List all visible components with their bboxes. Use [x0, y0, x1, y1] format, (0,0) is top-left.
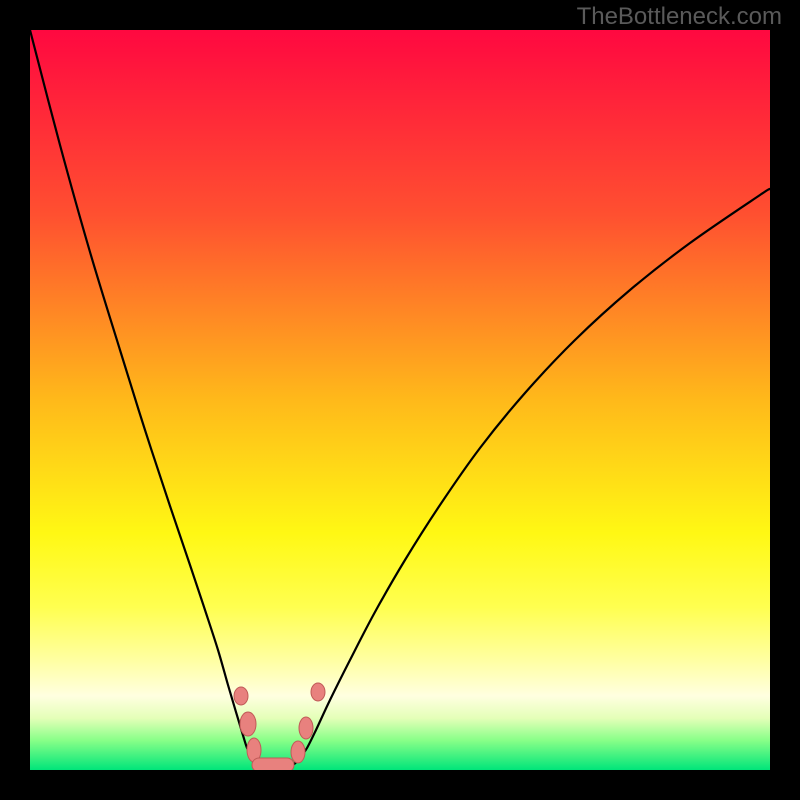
- frame-border: [0, 0, 30, 800]
- plot-background: [30, 30, 770, 770]
- chart-canvas: [0, 0, 800, 800]
- marker-bead: [240, 712, 256, 736]
- frame-border: [770, 0, 800, 800]
- marker-bead: [311, 683, 325, 701]
- frame-border: [0, 770, 800, 800]
- marker-bead: [234, 687, 248, 705]
- marker-bead: [299, 717, 313, 739]
- marker-bead: [291, 741, 305, 763]
- marker-bead: [252, 758, 294, 772]
- watermark-text: TheBottleneck.com: [577, 3, 782, 31]
